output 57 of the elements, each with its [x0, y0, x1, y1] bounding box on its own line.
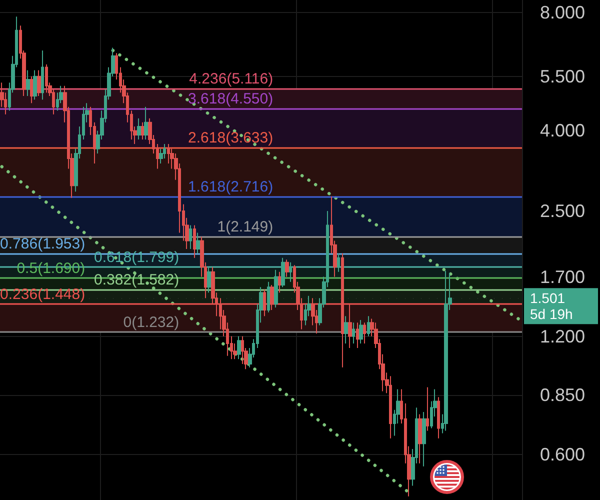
candlestick [41, 50, 44, 100]
candlestick [144, 106, 148, 140]
candlestick [344, 316, 348, 344]
ref-line-label: 3.618(4.550) [188, 90, 274, 108]
candlestick [437, 396, 440, 439]
y-tick-label: 2.500 [540, 200, 586, 221]
candlestick [278, 271, 281, 294]
ref-line-label: 2.618(3.633) [188, 129, 274, 146]
candlestick [267, 281, 270, 313]
candlestick [341, 252, 344, 368]
candlestick [207, 266, 211, 294]
candlestick [270, 284, 274, 310]
candlestick [285, 259, 289, 278]
y-tick-label: 1.200 [540, 326, 586, 346]
y-tick-label: 8.000 [540, 2, 586, 22]
ref-line-label: 0.786(1.953) [0, 235, 86, 252]
candlestick [337, 252, 340, 272]
candlestick [263, 288, 266, 317]
candlestick [30, 76, 33, 104]
y-tick-label: 1.700 [540, 266, 586, 287]
ref-line-label: 1.618(2.716) [188, 178, 274, 196]
text: 5d 19h [530, 306, 573, 322]
candlestick [159, 148, 163, 164]
ref-line-label: 1.501 [530, 290, 566, 306]
candlestick [426, 386, 429, 432]
candlestick [348, 303, 352, 349]
candlestick [141, 122, 144, 140]
candlestick [359, 320, 363, 344]
candlestick [241, 336, 244, 365]
candlestick [389, 376, 392, 439]
candlestick [189, 224, 192, 250]
candlestick [352, 322, 355, 344]
candlestick [356, 322, 359, 349]
candlestick [274, 269, 278, 308]
candlestick [363, 322, 366, 344]
candlestick [137, 118, 141, 140]
y-tick-label: 4.000 [540, 120, 586, 141]
candlestick [193, 224, 196, 258]
candlestick [45, 64, 48, 94]
candlestick [418, 414, 422, 464]
candlestick [422, 412, 426, 467]
candlestick [196, 232, 200, 254]
ref-line-label: 0.236(1.448) [0, 286, 86, 303]
ref-line-label: 0(1.232) [123, 314, 180, 332]
candlestick [289, 262, 292, 282]
candlestick [37, 70, 41, 97]
candlestick [237, 336, 241, 360]
y-tick-label: 0.600 [540, 444, 586, 465]
candlestick [33, 70, 37, 100]
ref-line-label: 4.236(5.116) [189, 70, 274, 88]
candlestick [26, 70, 30, 97]
candlestick [281, 257, 285, 288]
y-tick-label: 5.500 [540, 66, 586, 86]
candlestick [367, 316, 370, 337]
y-tick-label: 0.850 [540, 385, 586, 406]
ref-line-label: 1(2.149) [217, 218, 274, 236]
candlestick [444, 270, 448, 432]
